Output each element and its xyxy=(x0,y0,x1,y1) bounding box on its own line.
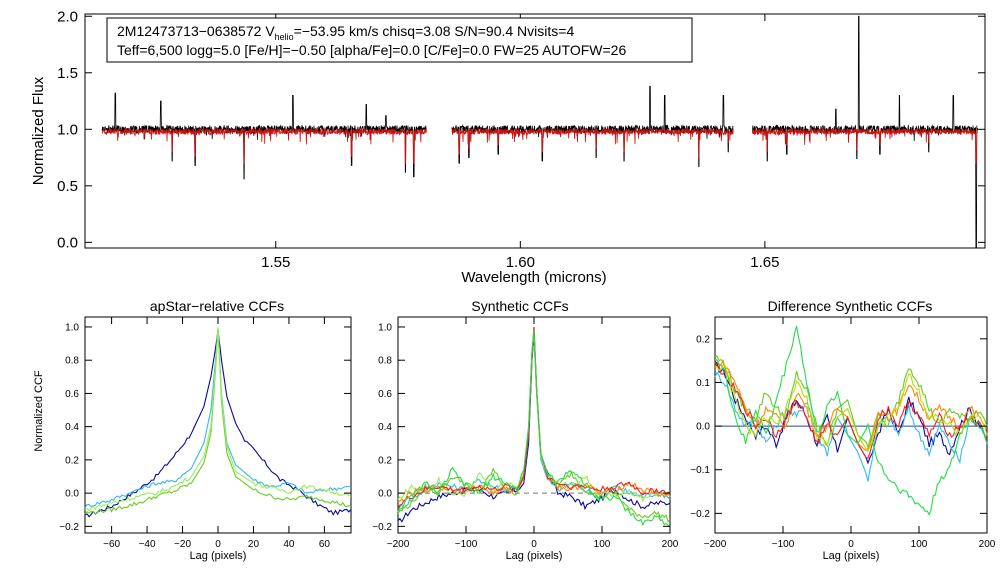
apstar-ccf-series-line xyxy=(84,326,352,512)
apstar-ccf-x-tick-label: 20 xyxy=(248,539,260,550)
synthetic-ccf-x-axis-label: Lag (pixels) xyxy=(506,550,563,562)
synthetic-ccf-panel: Synthetic CCFs −200 −100 0 100 200 −0.2 0.0 0.2… xyxy=(372,298,679,562)
difference-ccf-panel: Difference Synthetic CCFs −200 −100 0 100 20… xyxy=(690,298,996,562)
synthetic-ccf-series-line xyxy=(397,330,671,527)
synthetic-ccf-y-tick-label: 0.4 xyxy=(378,422,392,433)
spectrum-x-tick-label: 1.60 xyxy=(506,254,535,271)
difference-ccf-x-tick-label: −200 xyxy=(704,539,727,550)
synthetic-ccf-series-line xyxy=(397,331,671,503)
difference-ccf-series-line xyxy=(714,371,988,482)
spectrum-x-tick-label: 1.55 xyxy=(261,254,290,271)
spectrum-y-tick-label: 1.0 xyxy=(57,122,78,139)
apstar-ccf-y-tick-label: −0.2 xyxy=(59,522,79,533)
apstar-ccf-x-tick-label: −40 xyxy=(139,539,156,550)
synthetic-ccf-series-line xyxy=(398,326,671,503)
synthetic-ccf-x-tick-label: −200 xyxy=(387,539,410,550)
info-velocity-value: =−53.95 km/s xyxy=(294,23,379,39)
spectrum-y-tick-label: 0.0 xyxy=(57,235,78,252)
apstar-ccf-panel: apStar−relative CCFs −60 −40 −20 0 20 40 60 −0.… xyxy=(33,298,352,562)
synthetic-ccf-series-line xyxy=(397,326,671,510)
apstar-ccf-y-tick-label: 0.6 xyxy=(65,389,79,400)
apstar-ccf-y-tick-label: 1.0 xyxy=(65,322,79,333)
apstar-ccf-y-tick-label: 0.8 xyxy=(65,356,79,367)
synthetic-ccf-x-tick-label: 0 xyxy=(531,539,537,550)
difference-ccf-y-tick-label: −0.2 xyxy=(690,509,710,520)
spectrum-x-tick-label: 1.65 xyxy=(750,254,779,271)
difference-ccf-ticks: −200 −100 0 100 200 −0.2 −0.1 0.0 0.1 0.2 xyxy=(690,317,996,550)
spectrum-y-tick-label: 2.0 xyxy=(57,9,78,26)
difference-ccf-series-group xyxy=(714,325,988,517)
difference-ccf-x-tick-label: 100 xyxy=(911,539,928,550)
synthetic-ccf-y-tick-label: 0.6 xyxy=(378,389,392,400)
synthetic-ccf-ticks: −200 −100 0 100 200 −0.2 0.0 0.2 0.4 0.6 0.8 1.0 xyxy=(372,317,679,550)
synthetic-ccf-series-group xyxy=(397,326,671,527)
spectrum-series-group xyxy=(101,15,979,249)
difference-ccf-x-tick-label: 200 xyxy=(979,539,996,550)
difference-ccf-y-tick-label: 0.1 xyxy=(696,378,710,389)
synthetic-ccf-y-tick-label: 1.0 xyxy=(378,322,392,333)
spectrum-info-line-2: Teff=6,500 logg=5.0 [Fe/H]=−0.50 [alpha/… xyxy=(117,42,626,58)
spectrum-y-tick-label: 1.5 xyxy=(57,65,78,82)
difference-ccf-y-tick-label: 0.2 xyxy=(696,334,710,345)
difference-ccf-x-tick-label: 0 xyxy=(848,539,854,550)
apstar-ccf-y-tick-label: 0.2 xyxy=(65,455,79,466)
difference-ccf-x-axis-label: Lag (pixels) xyxy=(823,550,880,562)
apstar-ccf-x-axis-label: Lag (pixels) xyxy=(190,550,247,562)
synthetic-ccf-x-tick-label: −100 xyxy=(455,539,478,550)
difference-ccf-series-line xyxy=(714,355,988,450)
apstar-ccf-x-tick-label: −60 xyxy=(103,539,120,550)
spectrum-info-box xyxy=(106,17,693,63)
synthetic-ccf-x-tick-label: 200 xyxy=(662,539,679,550)
spectrum-model-line xyxy=(451,127,734,158)
info-velocity-symbol: V xyxy=(265,23,275,39)
spectrum-ticks: 1.55 1.60 1.65 0.0 0.5 1.0 1.5 2.0 xyxy=(57,9,985,271)
apstar-ccf-y-axis-label: Normalized CCF xyxy=(33,370,45,452)
apstar-ccf-y-tick-label: 0.0 xyxy=(65,489,79,500)
info-chisq: chisq=3.08 xyxy=(382,23,450,39)
apstar-ccf-series-group xyxy=(84,326,352,518)
apstar-ccf-x-tick-label: 60 xyxy=(319,539,331,550)
difference-ccf-y-tick-label: 0.0 xyxy=(696,422,710,433)
synthetic-ccf-y-tick-label: 0.8 xyxy=(378,356,392,367)
apstar-ccf-x-tick-label: 0 xyxy=(215,539,221,550)
spectrum-observed-line xyxy=(451,85,734,167)
difference-ccf-y-tick-label: −0.1 xyxy=(690,465,710,476)
spectrum-model-line xyxy=(751,127,979,164)
apstar-ccf-series-line xyxy=(84,330,352,518)
synthetic-ccf-title: Synthetic CCFs xyxy=(471,298,568,314)
spectrum-y-axis-label: Normalized Flux xyxy=(30,76,47,185)
apstar-ccf-ticks: −60 −40 −20 0 20 40 60 −0.2 0.0 0.2 0.4 0.6 0.8 1.0 xyxy=(59,317,351,550)
info-signal-to-noise: S/N=90.4 xyxy=(454,23,513,39)
spectrum-info-line-1: 2M12473713−0638572 Vhelio=−53.95 km/s ch… xyxy=(117,23,574,42)
difference-ccf-title: Difference Synthetic CCFs xyxy=(768,298,933,314)
synthetic-ccf-y-tick-label: −0.2 xyxy=(372,522,392,533)
info-object-id: 2M12473713−0638572 xyxy=(117,23,262,39)
synthetic-ccf-x-tick-label: 100 xyxy=(594,539,611,550)
info-velocity-subscript: helio xyxy=(275,32,294,42)
apstar-ccf-x-tick-label: −20 xyxy=(174,539,191,550)
apstar-ccf-y-tick-label: 0.4 xyxy=(65,422,79,433)
apstar-ccf-title: apStar−relative CCFs xyxy=(150,298,284,314)
spectrum-model-line xyxy=(101,127,427,164)
synthetic-ccf-series-line xyxy=(397,331,671,513)
difference-ccf-x-tick-label: −100 xyxy=(772,539,795,550)
difference-ccf-series-line xyxy=(714,325,988,517)
spectrum-plot-frame xyxy=(84,13,986,249)
synthetic-ccf-y-tick-label: 0.2 xyxy=(378,455,392,466)
synthetic-ccf-y-tick-label: 0.0 xyxy=(378,489,392,500)
difference-ccf-series-line xyxy=(714,364,988,453)
spectrum-x-axis-label: Wavelength (microns) xyxy=(461,269,606,286)
info-nvisits: Nvisits=4 xyxy=(517,23,574,39)
spectrum-y-tick-label: 0.5 xyxy=(57,178,78,195)
apstar-ccf-x-tick-label: 40 xyxy=(283,539,295,550)
apstar-ccf-series-line xyxy=(84,328,352,509)
spectrum-panel: 1.55 1.60 1.65 0.0 0.5 1.0 1.5 2.0 2M12473713−0… xyxy=(30,9,986,286)
